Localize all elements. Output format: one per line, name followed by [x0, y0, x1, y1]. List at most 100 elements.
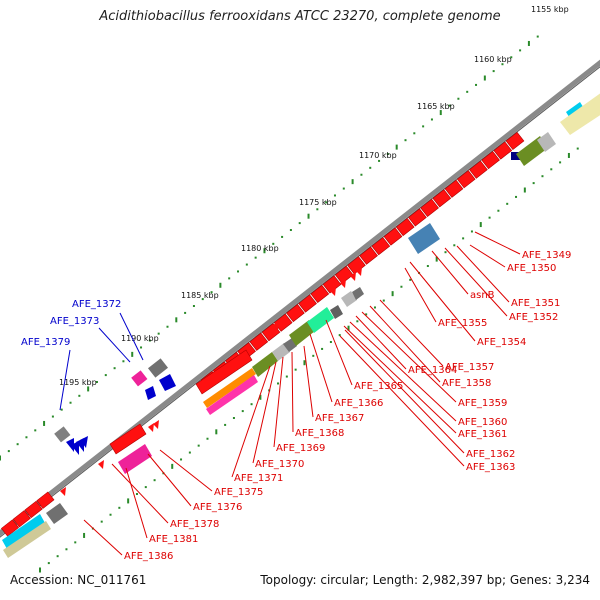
- scale-tick: [122, 360, 125, 363]
- gene-label-forward[interactable]: AFE_1379: [21, 337, 70, 348]
- gene-feature-grey-7[interactable]: [46, 503, 68, 524]
- gene-arrow-red-1[interactable]: [148, 423, 154, 432]
- gene-arrow-red-2[interactable]: [153, 420, 159, 429]
- gene-feature-grey-5[interactable]: [352, 287, 364, 300]
- gene-label-reverse[interactable]: AFE_1368: [295, 428, 344, 439]
- gene-feature-green-1[interactable]: [252, 352, 278, 377]
- gene-arrow-red-10[interactable]: [280, 316, 286, 325]
- gene-arrow-red-9[interactable]: [273, 321, 279, 330]
- gene-label-reverse[interactable]: AFE_1349: [522, 250, 571, 261]
- gene-label-reverse[interactable]: AFE_1361: [458, 429, 507, 440]
- gene-feature-red-upper-9[interactable]: [298, 294, 317, 313]
- gene-label-forward[interactable]: AFE_1372: [72, 299, 121, 310]
- gene-label-forward[interactable]: AFE_1373: [50, 316, 99, 327]
- gene-feature-red-upper-16[interactable]: [383, 227, 403, 246]
- scale-tick: [232, 417, 235, 420]
- gene-feature-red-upper-24[interactable]: [481, 151, 500, 170]
- gene-feature-red-big-2[interactable]: [195, 349, 253, 395]
- gene-feature-cyan-3[interactable]: [2, 514, 45, 549]
- scale-tick: [144, 486, 147, 489]
- gene-arrow-fwd-4[interactable]: [80, 436, 88, 448]
- label-connector: [379, 299, 444, 367]
- gene-label-reverse[interactable]: AFE_1375: [214, 487, 263, 498]
- gene-feature-grey-3[interactable]: [330, 305, 343, 319]
- gene-feature-red-upper-26[interactable]: [505, 131, 525, 151]
- gene-arrow-red-7[interactable]: [350, 272, 356, 281]
- scale-tick: [475, 83, 478, 86]
- gene-label-reverse[interactable]: AFE_1371: [234, 473, 283, 484]
- gene-feature-khaki-2[interactable]: [3, 521, 51, 558]
- gene-feature-red-lower-3[interactable]: [24, 500, 43, 519]
- scale-tick: [519, 49, 522, 52]
- gene-feature-grey-1[interactable]: [272, 343, 290, 361]
- gene-feature-red-big-1[interactable]: [109, 423, 147, 455]
- gene-feature-red-upper-15[interactable]: [371, 237, 391, 256]
- gene-feature-cyan-1[interactable]: [307, 307, 334, 333]
- gene-label-reverse[interactable]: AFE_1354: [477, 337, 526, 348]
- gene-feature-fwd-2[interactable]: [145, 386, 156, 400]
- gene-label-reverse[interactable]: AFE_1370: [255, 459, 304, 470]
- scale-tick: [210, 291, 213, 294]
- gene-arrow-red-3[interactable]: [98, 460, 104, 469]
- scale-tick: [109, 513, 112, 516]
- gene-feature-orange[interactable]: [203, 368, 256, 408]
- gene-arrow-red-8[interactable]: [356, 267, 362, 276]
- gene-feature-steelblue[interactable]: [408, 223, 440, 254]
- gene-label-reverse[interactable]: AFE_1362: [466, 449, 515, 460]
- gene-label-reverse[interactable]: AFE_1358: [442, 378, 491, 389]
- gene-feature-pink-2[interactable]: [118, 444, 152, 474]
- gene-label-reverse[interactable]: AFE_1355: [438, 318, 487, 329]
- gene-feature-fwd-5[interactable]: [148, 358, 168, 378]
- gene-feature-red-upper-20[interactable]: [432, 189, 452, 208]
- gene-feature-red-upper-21[interactable]: [444, 179, 464, 198]
- gene-feature-red-upper-19[interactable]: [420, 198, 439, 217]
- gene-feature-grey-6[interactable]: [537, 132, 556, 152]
- gene-feature-red-upper-8[interactable]: [286, 304, 305, 323]
- gene-feature-red-upper-25[interactable]: [493, 141, 513, 160]
- gene-label-reverse[interactable]: AFE_1367: [315, 413, 364, 424]
- gene-label-reverse[interactable]: AFE_1351: [511, 298, 560, 309]
- gene-label-reverse[interactable]: AFE_1365: [354, 381, 403, 392]
- gene-feature-red-upper-22[interactable]: [456, 170, 476, 189]
- gene-arrow-red-6[interactable]: [340, 279, 346, 288]
- gene-label-reverse[interactable]: asnB: [470, 290, 495, 301]
- gene-feature-red-upper-18[interactable]: [408, 208, 427, 227]
- gene-label-reverse[interactable]: AFE_1369: [276, 443, 325, 454]
- gene-feature-red-upper-14[interactable]: [359, 246, 378, 265]
- gene-label-reverse[interactable]: AFE_1357: [445, 362, 494, 373]
- gene-label-reverse[interactable]: AFE_1350: [507, 263, 556, 274]
- gene-label-reverse[interactable]: AFE_1378: [170, 519, 219, 530]
- gene-feature-khaki[interactable]: [560, 90, 600, 135]
- gene-feature-red-lower-4[interactable]: [36, 491, 55, 509]
- gene-feature-red-lower-1[interactable]: [0, 519, 20, 537]
- gene-arrow-fwd-1[interactable]: [66, 438, 74, 452]
- gene-feature-red-upper-23[interactable]: [469, 160, 488, 179]
- gene-feature-fwd-6[interactable]: [511, 152, 520, 160]
- gene-feature-fwd-3[interactable]: [159, 374, 176, 391]
- gene-label-reverse[interactable]: AFE_1352: [509, 312, 558, 323]
- scale-tick: [356, 320, 359, 323]
- gene-label-reverse[interactable]: AFE_1376: [193, 502, 242, 513]
- gene-feature-red-lower-2[interactable]: [12, 510, 31, 528]
- gene-label-reverse[interactable]: AFE_1366: [334, 398, 383, 409]
- gene-label-reverse[interactable]: AFE_1364: [408, 365, 457, 376]
- gene-label-reverse[interactable]: AFE_1363: [466, 462, 515, 473]
- gene-label-reverse[interactable]: AFE_1359: [458, 398, 507, 409]
- gene-feature-red-upper-17[interactable]: [395, 217, 415, 237]
- gene-feature-pink-1[interactable]: [206, 375, 258, 415]
- gene-feature-fwd-1[interactable]: [54, 426, 71, 443]
- gene-feature-red-upper-12[interactable]: [334, 265, 354, 284]
- gene-label-reverse[interactable]: AFE_1386: [124, 551, 173, 562]
- gene-feature-red-upper-5[interactable]: [249, 332, 269, 351]
- gene-feature-green-2[interactable]: [289, 320, 315, 346]
- gene-arrow-red-4[interactable]: [60, 487, 66, 496]
- gene-feature-red-upper-10[interactable]: [310, 284, 330, 304]
- gene-feature-grey-4[interactable]: [341, 291, 357, 307]
- scale-tick: [492, 70, 495, 73]
- gene-label-reverse[interactable]: AFE_1381: [149, 534, 198, 545]
- gene-label-reverse[interactable]: AFE_1360: [458, 417, 507, 428]
- gene-arrow-red-5[interactable]: [330, 287, 336, 296]
- gene-feature-fwd-4[interactable]: [131, 370, 148, 387]
- gene-arrow-fwd-2[interactable]: [71, 441, 79, 455]
